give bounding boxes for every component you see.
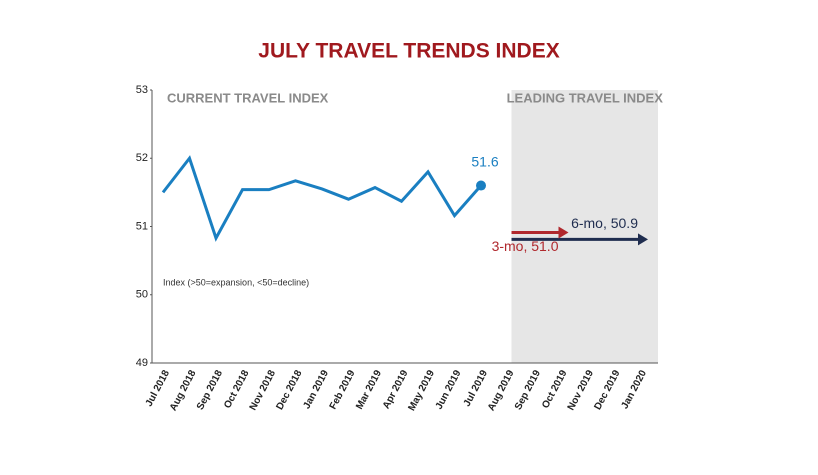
y-tick-label: 51: [136, 220, 148, 232]
chart-title: JULY TRAVEL TRENDS INDEX: [258, 40, 559, 63]
x-tick-label: Aug 2018: [168, 368, 199, 413]
current-label: CURRENT TRAVEL INDEX: [167, 90, 329, 105]
x-tick-label: Jul 2018: [144, 368, 172, 408]
leading-region: [511, 90, 658, 363]
x-tick-label: Oct 2018: [222, 368, 251, 410]
x-tick-label: Oct 2019: [540, 368, 569, 410]
y-tick-label: 50: [136, 289, 148, 301]
y-tick-label: 53: [136, 84, 148, 96]
y-tick-label: 52: [136, 152, 148, 164]
x-tick-label: Aug 2019: [486, 368, 517, 413]
value-label: 51.6: [471, 153, 498, 169]
forecast-label: 3-mo, 51.0: [492, 238, 559, 254]
x-tick-label: Sep 2019: [513, 368, 543, 412]
x-tick-label: Apr 2019: [381, 368, 411, 411]
x-tick-label: Jun 2019: [434, 368, 464, 411]
x-tick-label: Feb 2019: [328, 368, 358, 411]
x-tick-label: May 2019: [406, 368, 437, 413]
x-tick-label: Mar 2019: [354, 368, 384, 411]
x-tick-label: Dec 2019: [592, 368, 622, 412]
x-tick-label: Jul 2019: [462, 368, 490, 408]
x-tick-label: Jan 2019: [301, 368, 331, 411]
line: [161, 155, 483, 242]
forecast-label: 6-mo, 50.9: [571, 215, 638, 231]
arrow-head: [558, 226, 569, 239]
x-tick-label: Sep 2018: [195, 368, 225, 412]
x-tick-label: Dec 2018: [274, 368, 304, 412]
leading-label: LEADING TRAVEL INDEX: [507, 90, 664, 105]
y-tick-label: 49: [136, 357, 148, 369]
x-tick-label: Nov 2018: [248, 368, 279, 412]
arrow-head: [638, 233, 648, 246]
x-tick-label: Nov 2019: [566, 368, 597, 412]
end-point: [476, 180, 486, 191]
note: Index (>50=expansion, <50=decline): [163, 277, 309, 287]
x-tick-label: Jan 2020: [619, 368, 649, 411]
